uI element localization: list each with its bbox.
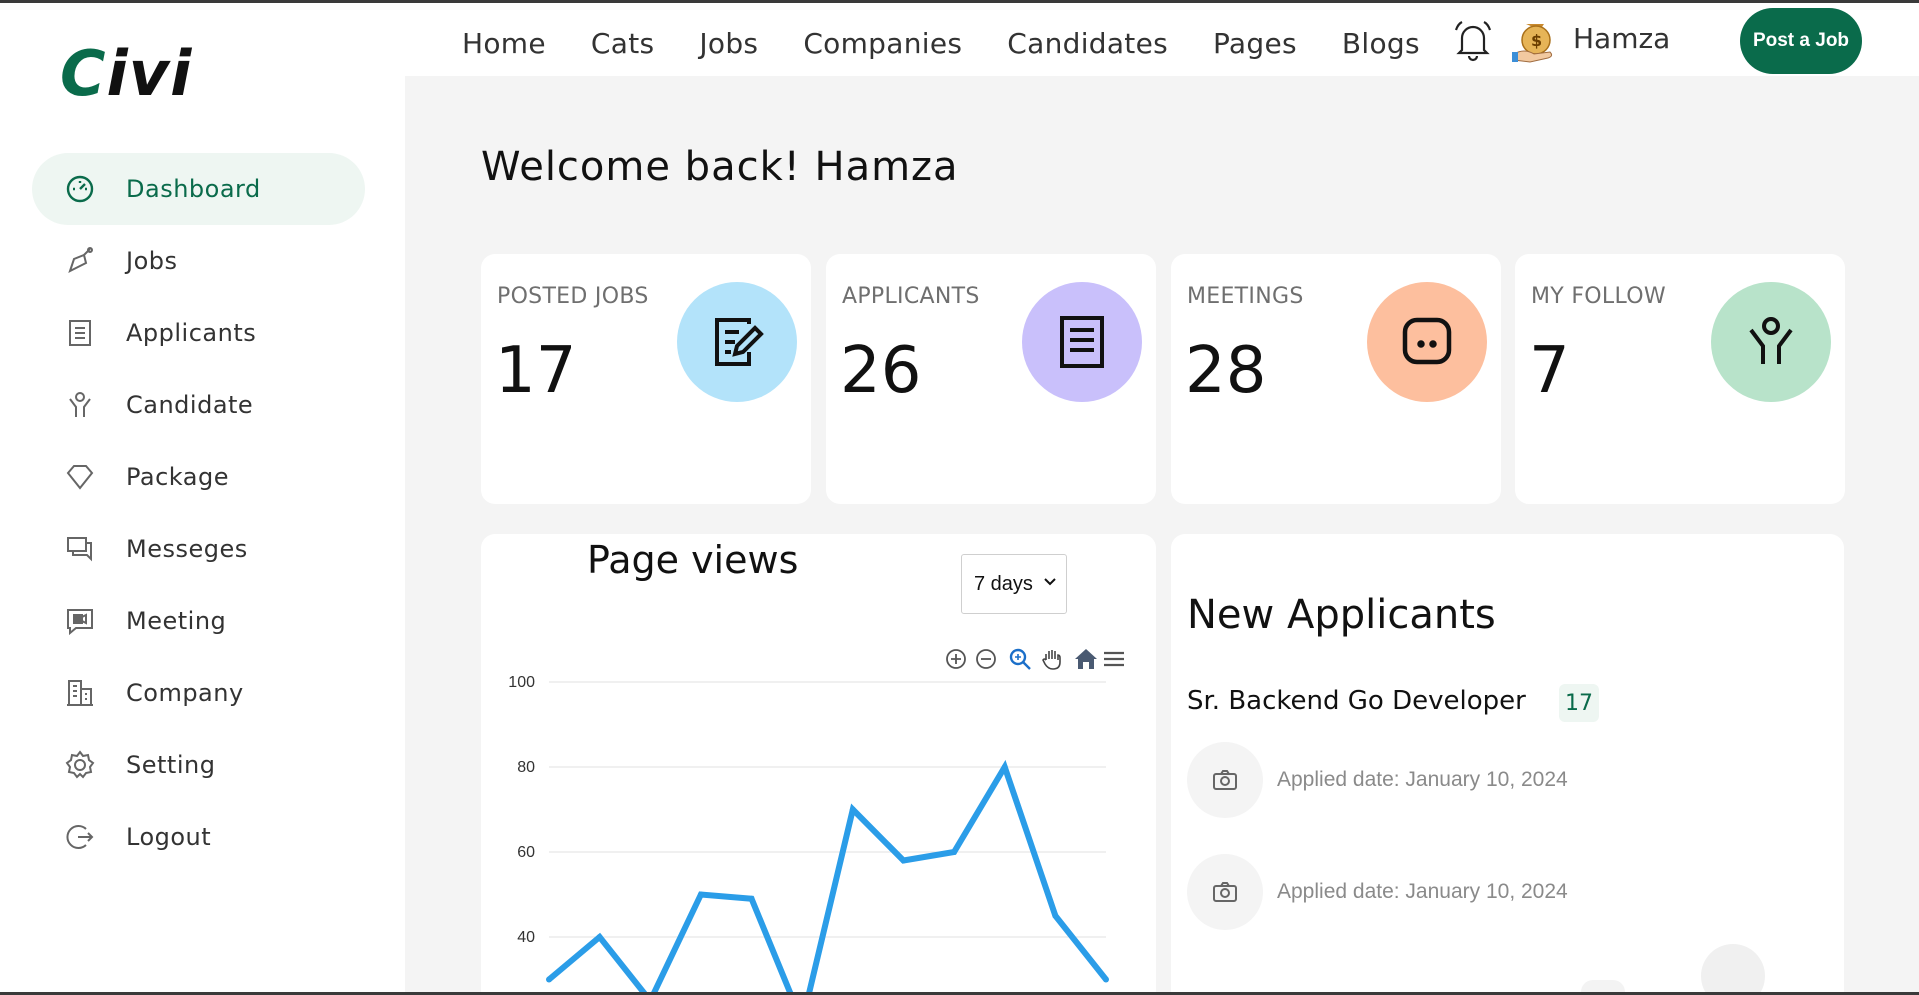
series-line: [547, 759, 1109, 995]
chevron-down-icon: [1044, 578, 1056, 586]
stat-card-meetings[interactable]: MEETINGS 28: [1171, 254, 1501, 504]
brush-icon: [62, 243, 98, 279]
avatar-placeholder: [1701, 944, 1765, 995]
y-tick-label: 100: [508, 674, 535, 691]
zoom-in-icon[interactable]: [943, 646, 969, 672]
menu-icon[interactable]: [1101, 646, 1127, 672]
nav-link-candidates[interactable]: Candidates: [1007, 26, 1168, 60]
sidebar-item-package[interactable]: Package: [32, 441, 365, 513]
camera-icon: [1187, 742, 1263, 818]
video-chat-icon: [62, 603, 98, 639]
main-content: Welcome back! Hamza POSTED JOBS 17 APPLI…: [405, 76, 1919, 995]
stat-card-my-follow[interactable]: MY FOLLOW 7: [1515, 254, 1845, 504]
page-views-chart: 100 80 60 40: [508, 674, 1109, 995]
badge-placeholder: [1581, 980, 1625, 995]
user-name[interactable]: Hamza: [1573, 22, 1671, 55]
stat-value: 7: [1529, 334, 1570, 408]
top-border: [0, 0, 1919, 3]
sidebar-nav: Dashboard Jobs Applicants Candidate Pack…: [32, 153, 365, 873]
data-point[interactable]: [546, 976, 552, 983]
avatar[interactable]: $: [1510, 14, 1560, 64]
nav-link-companies[interactable]: Companies: [803, 26, 963, 60]
gear-icon: [62, 747, 98, 783]
person-arms-up-icon: [62, 387, 98, 423]
chart-title: Page views: [587, 538, 799, 582]
building-icon: [62, 675, 98, 711]
bottom-border: [0, 992, 1919, 995]
sidebar-item-jobs[interactable]: Jobs: [32, 225, 365, 297]
y-tick-label: 80: [517, 759, 535, 776]
post-a-job-button[interactable]: Post a Job: [1740, 8, 1862, 74]
svg-text:$: $: [1531, 31, 1542, 50]
person-arms-up-icon: [1711, 282, 1831, 402]
y-tick-label: 40: [517, 929, 535, 946]
data-point[interactable]: [1103, 976, 1109, 983]
chart-toolbar: [943, 644, 1124, 674]
page-views-card: Page views 7 days 100 80 60 40: [481, 534, 1156, 995]
sidebar-item-candidate[interactable]: Candidate: [32, 369, 365, 441]
sidebar: Civi Dashboard Jobs Applicants Candidate: [0, 3, 405, 995]
chat-face-icon: [1367, 282, 1487, 402]
data-point[interactable]: [900, 857, 907, 864]
applicant-row[interactable]: Applied date: January 10, 2024: [1187, 854, 1787, 930]
data-point[interactable]: [1052, 912, 1059, 919]
camera-icon: [1187, 854, 1263, 930]
stat-title: MY FOLLOW: [1531, 284, 1666, 309]
chat-bubbles-icon: [62, 531, 98, 567]
nav-link-cats[interactable]: Cats: [590, 26, 655, 60]
pan-hand-icon[interactable]: [1039, 646, 1065, 672]
applicant-row[interactable]: Applied date: January 10, 2024: [1187, 742, 1787, 818]
search-zoom-icon[interactable]: [1007, 646, 1033, 672]
stat-value: 26: [840, 334, 922, 408]
job-title[interactable]: Sr. Backend Go Developer: [1187, 686, 1526, 716]
stat-card-applicants[interactable]: APPLICANTS 26: [826, 254, 1156, 504]
data-point[interactable]: [849, 806, 856, 813]
data-point[interactable]: [596, 934, 603, 940]
nav-link-pages[interactable]: Pages: [1213, 26, 1297, 60]
stat-value: 17: [495, 334, 577, 408]
applied-date: Applied date: January 10, 2024: [1277, 768, 1568, 791]
document-list-icon: [62, 315, 98, 351]
new-applicants-card: New Applicants Sr. Backend Go Developer …: [1171, 534, 1844, 995]
stat-title: POSTED JOBS: [497, 284, 649, 309]
edit-note-icon: [677, 282, 797, 402]
nav-link-blogs[interactable]: Blogs: [1341, 26, 1420, 60]
nav-link-home[interactable]: Home: [462, 26, 546, 60]
bell-icon[interactable]: [1452, 18, 1494, 64]
data-point[interactable]: [697, 891, 704, 898]
sidebar-item-setting[interactable]: Setting: [32, 729, 365, 801]
document-icon: [1022, 282, 1142, 402]
diamond-icon: [62, 459, 98, 495]
sidebar-item-logout[interactable]: Logout: [32, 801, 365, 873]
data-point[interactable]: [748, 895, 755, 902]
top-nav: Home Cats Jobs Companies Candidates Page…: [462, 18, 1465, 68]
y-tick-label: 60: [517, 844, 535, 861]
home-icon[interactable]: [1073, 646, 1099, 672]
range-select[interactable]: 7 days: [961, 554, 1067, 614]
sidebar-item-company[interactable]: Company: [32, 657, 365, 729]
applied-date: Applied date: January 10, 2024: [1277, 880, 1568, 903]
data-point[interactable]: [1001, 764, 1008, 770]
stat-title: APPLICANTS: [842, 284, 980, 309]
page-title: Welcome back! Hamza: [481, 144, 959, 190]
applicants-title: New Applicants: [1187, 592, 1496, 638]
data-point[interactable]: [951, 849, 958, 855]
stat-card-posted-jobs[interactable]: POSTED JOBS 17: [481, 254, 811, 504]
stat-value: 28: [1185, 334, 1267, 408]
zoom-out-icon[interactable]: [973, 646, 999, 672]
logout-icon: [62, 819, 98, 855]
nav-link-jobs[interactable]: Jobs: [699, 26, 759, 60]
logo[interactable]: Civi: [60, 37, 193, 110]
dashboard-gauge-icon: [62, 171, 98, 207]
job-count-badge: 17: [1559, 684, 1599, 722]
sidebar-item-messeges[interactable]: Messeges: [32, 513, 365, 585]
sidebar-item-dashboard[interactable]: Dashboard: [32, 153, 365, 225]
stat-title: MEETINGS: [1187, 284, 1304, 309]
sidebar-item-meeting[interactable]: Meeting: [32, 585, 365, 657]
sidebar-item-applicants[interactable]: Applicants: [32, 297, 365, 369]
